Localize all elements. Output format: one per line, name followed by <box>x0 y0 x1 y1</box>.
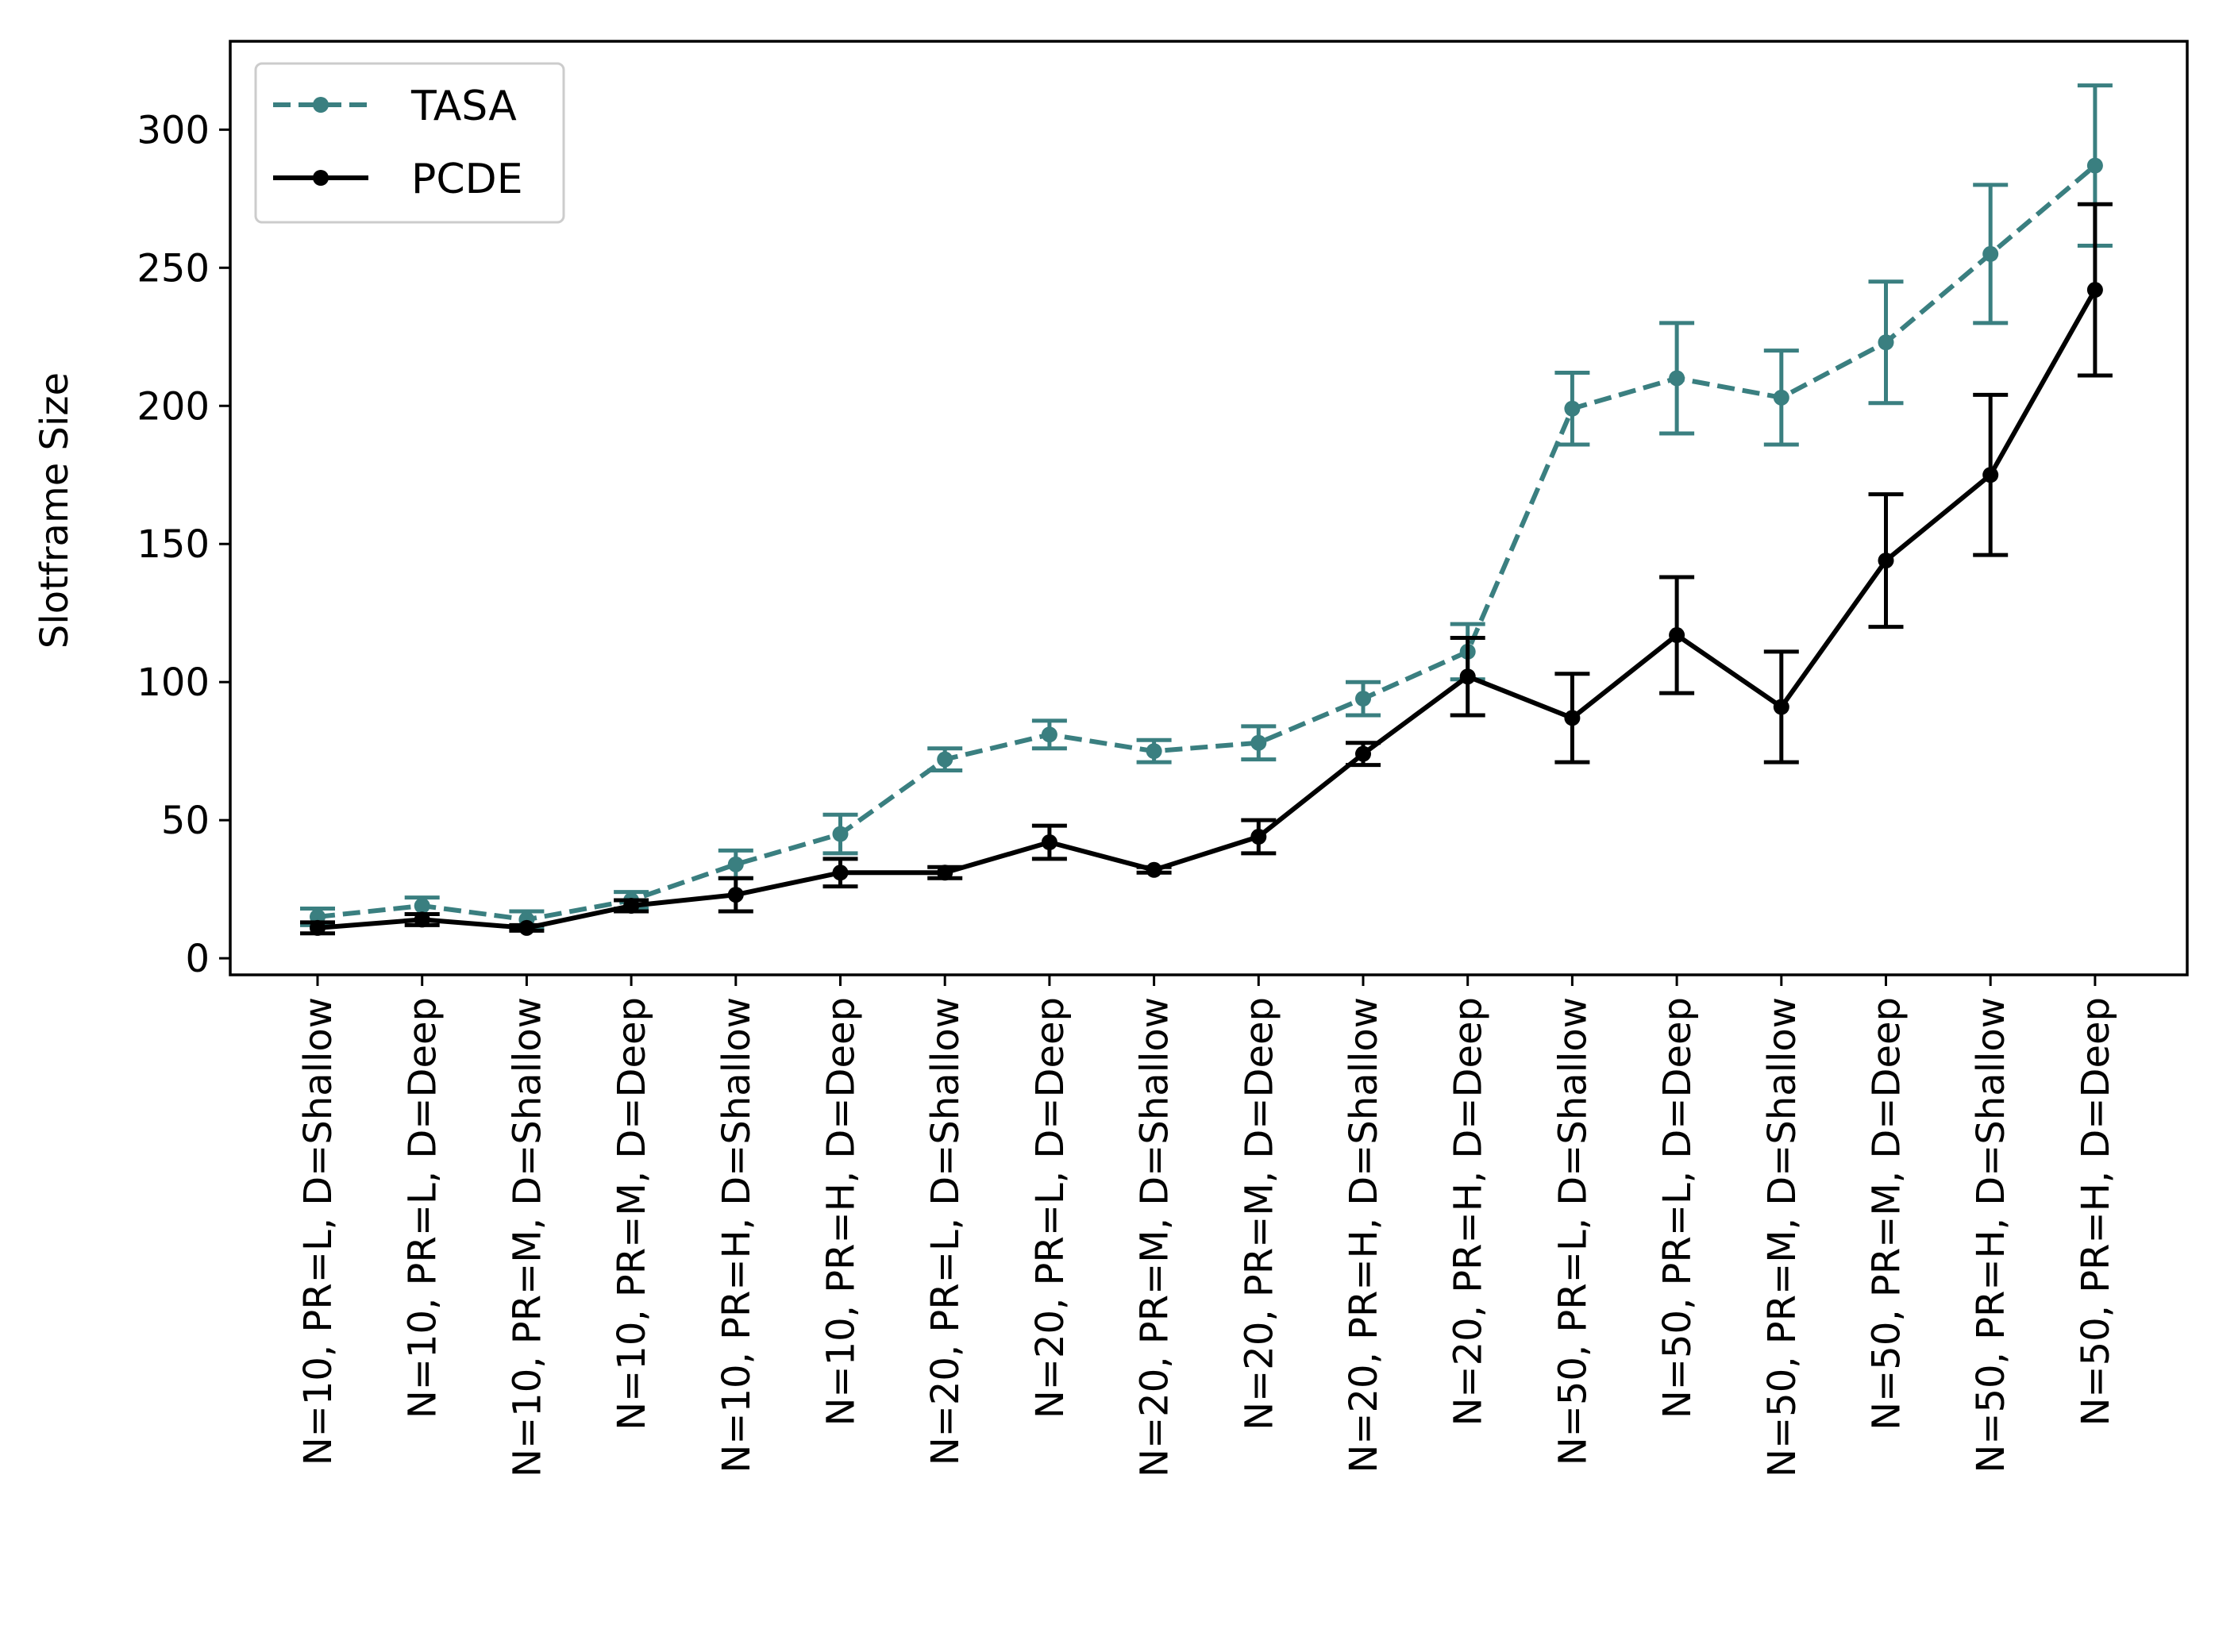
y-tick-label: 300 <box>137 108 210 152</box>
x-tick-label: N=20, PR=M, D=Shallow <box>1133 997 1177 1477</box>
x-tick-label: N=20, PR=L, D=Deep <box>1028 997 1073 1419</box>
x-tick-label: N=50, PR=L, D=Shallow <box>1550 997 1595 1465</box>
y-tick-label: 150 <box>137 522 210 567</box>
legend: TASA PCDE <box>254 62 565 224</box>
tasa-point <box>1878 334 1894 351</box>
pcde-point <box>832 865 849 881</box>
y-tick-label: 50 <box>161 799 210 843</box>
x-tick-label: N=50, PR=H, D=Deep <box>2074 997 2118 1427</box>
x-tick-label: N=10, PR=H, D=Deep <box>819 997 864 1427</box>
x-tick-label: N=10, PR=L, D=Shallow <box>296 997 341 1465</box>
pcde-point <box>1459 668 1476 685</box>
y-tick-label: 100 <box>137 660 210 705</box>
y-axis-title: Slotframe Size <box>33 372 77 649</box>
x-tick-label: N=20, PR=M, D=Deep <box>1237 997 1281 1431</box>
pcde-point <box>310 919 326 936</box>
pcde-point <box>1041 834 1057 850</box>
pcde-point <box>1878 553 1894 569</box>
legend-tasa-swatch-marker <box>313 97 329 113</box>
y-tick-label: 200 <box>137 384 210 429</box>
pcde-point <box>1669 627 1685 644</box>
tasa-point <box>1146 743 1162 760</box>
legend-tasa-label: TASA <box>410 83 517 130</box>
tasa-point <box>1564 400 1581 417</box>
plot-frame <box>229 40 2189 976</box>
tasa-point <box>1355 691 1371 707</box>
pcde-point <box>2086 282 2103 298</box>
pcde-point <box>1982 467 1999 483</box>
x-tick-label: N=10, PR=L, D=Deep <box>401 997 445 1419</box>
pcde-point <box>623 898 640 915</box>
tasa-point <box>832 826 849 842</box>
pcde-point <box>1250 829 1267 845</box>
tasa-point <box>1250 734 1267 751</box>
axes: 0 50 100 150 200 250 300 N=10, PR=L, D=Shallow N… <box>137 40 2189 1477</box>
x-tick-label: N=10, PR=M, D=Shallow <box>505 997 549 1477</box>
y-tick-label: 0 <box>185 937 210 981</box>
tasa-point <box>2086 157 2103 174</box>
x-tick-label: N=50, PR=H, D=Shallow <box>1969 997 2013 1473</box>
pcde-point <box>414 911 430 928</box>
x-tick-label: N=10, PR=H, D=Shallow <box>715 997 759 1473</box>
x-tick-label: N=50, PR=M, D=Deep <box>1865 997 1909 1431</box>
pcde-point <box>518 919 535 936</box>
pcde-series <box>300 202 2113 936</box>
pcde-point <box>1355 745 1371 762</box>
pcde-point <box>727 887 744 903</box>
plot-area <box>300 83 2113 936</box>
pcde-point <box>1146 861 1162 878</box>
x-tick-label: N=20, PR=L, D=Shallow <box>923 997 968 1465</box>
tasa-point <box>937 751 953 768</box>
tasa-point <box>1669 370 1685 387</box>
x-tick-label: N=20, PR=H, D=Shallow <box>1342 997 1386 1473</box>
legend-pcde-swatch-marker <box>313 170 329 186</box>
tasa-point <box>727 856 744 872</box>
tasa-point <box>1982 245 1999 262</box>
tasa-point <box>414 898 430 915</box>
tasa-point <box>1773 389 1789 406</box>
pcde-point <box>937 865 953 881</box>
x-tick-label: N=10, PR=M, D=Deep <box>610 997 654 1431</box>
y-tick-label: 250 <box>137 246 210 291</box>
pcde-point <box>1564 710 1581 726</box>
tasa-line <box>317 164 2097 922</box>
legend-pcde-label: PCDE <box>411 156 523 203</box>
x-tick-label: N=50, PR=L, D=Deep <box>1655 997 1700 1419</box>
tasa-point <box>1041 726 1057 743</box>
x-tick-label: N=20, PR=H, D=Deep <box>1446 997 1491 1427</box>
pcde-point <box>1773 699 1789 715</box>
x-tick-label: N=50, PR=M, D=Shallow <box>1760 997 1805 1477</box>
